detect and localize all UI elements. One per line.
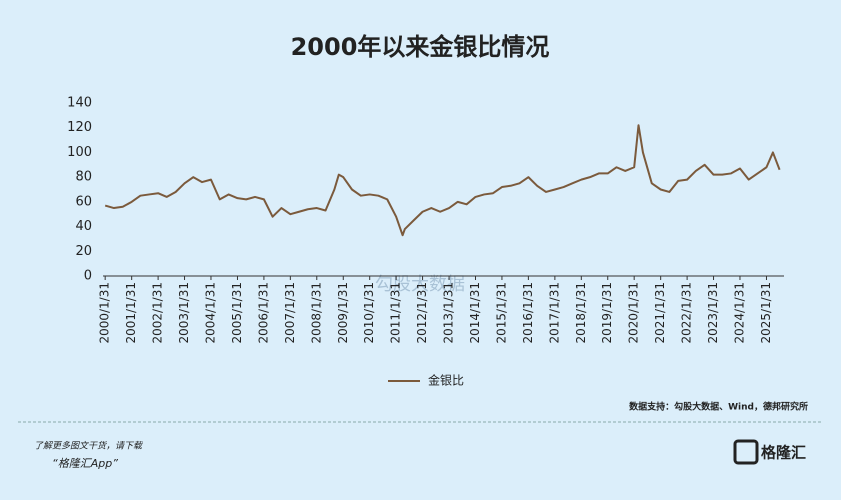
x-tick-label: 2022/1/31 (680, 282, 694, 344)
x-tick-label: 2012/1/31 (415, 282, 429, 344)
x-tick-label: 2007/1/31 (283, 282, 297, 344)
footer-app: “格隆汇App” (52, 457, 118, 470)
legend-label: 金银比 (428, 373, 464, 388)
x-tick-label: 2016/1/31 (521, 282, 535, 344)
x-tick-label: 2010/1/31 (362, 282, 376, 344)
x-tick-label: 2003/1/31 (177, 282, 191, 344)
x-tick-label: 2002/1/31 (151, 282, 165, 344)
y-tick-label: 40 (75, 219, 92, 234)
y-tick-label: 80 (75, 170, 92, 185)
x-tick-label: 2019/1/31 (600, 282, 614, 344)
x-tick-label: 2021/1/31 (653, 282, 667, 344)
y-tick-label: 20 (75, 244, 92, 259)
y-tick-label: 140 (67, 96, 92, 111)
x-tick-label: 2001/1/31 (124, 282, 138, 344)
x-tick-label: 2013/1/31 (442, 282, 456, 344)
y-tick-label: 120 (67, 120, 92, 135)
y-tick-label: 100 (67, 145, 92, 160)
x-tick-label: 2014/1/31 (468, 282, 482, 344)
x-tick-label: 2006/1/31 (256, 282, 270, 344)
x-tick-label: 2000/1/31 (98, 282, 112, 344)
logo-text: 格隆汇 (761, 444, 806, 462)
x-tick-label: 2024/1/31 (732, 282, 746, 344)
x-tick-label: 2008/1/31 (309, 282, 323, 344)
x-tick-label: 2017/1/31 (547, 282, 561, 344)
x-tick-label: 2023/1/31 (706, 282, 720, 344)
y-tick-label: 0 (84, 269, 92, 284)
x-tick-label: 2011/1/31 (389, 282, 403, 344)
x-tick-label: 2015/1/31 (494, 282, 508, 344)
source: 数据支持：勾股大数据、Wind，德邦研究所 (629, 401, 808, 413)
x-tick-label: 2004/1/31 (203, 282, 217, 344)
logo-icon (733, 439, 759, 465)
watermark: 勾股大数据 (375, 274, 465, 295)
chart-title: 2000年以来金银比情况 (291, 33, 550, 61)
x-tick-label: 2018/1/31 (574, 282, 588, 344)
y-tick-label: 60 (75, 194, 92, 209)
footer-text: 了解更多图文干货，请下载 (34, 441, 143, 452)
x-tick-label: 2020/1/31 (627, 282, 641, 344)
x-tick-label: 2005/1/31 (230, 282, 244, 344)
data-line (104, 124, 781, 237)
x-tick-label: 2009/1/31 (336, 282, 350, 344)
x-tick-label: 2025/1/31 (759, 282, 773, 344)
